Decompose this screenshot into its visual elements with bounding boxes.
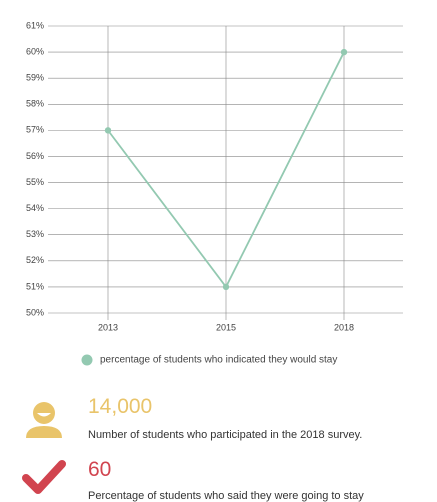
stat-label: Number of students who participated in t… <box>88 429 363 441</box>
stat-value: 14,000 <box>88 395 153 418</box>
y-tick-label: 60% <box>26 46 44 56</box>
x-tick-label: 2013 <box>98 322 118 332</box>
point <box>222 283 230 291</box>
point <box>340 48 348 56</box>
y-tick-label: 59% <box>26 73 44 83</box>
point <box>104 127 112 134</box>
chart: 50% 51% 52% 53% 54% 55% 56% 57% 58% 59% 60% 61% 2013… <box>26 20 403 366</box>
y-tick-label: 54% <box>26 203 44 213</box>
y-tick-label: 58% <box>26 99 44 109</box>
y-tick-label: 55% <box>26 177 44 187</box>
y-tick-label: 57% <box>26 125 44 135</box>
check-mark <box>22 460 66 494</box>
y-tick-label: 51% <box>26 281 44 291</box>
y-tick-label: 61% <box>26 20 44 30</box>
y-tick-label: 53% <box>26 229 44 239</box>
icon-body <box>26 426 62 438</box>
stat-value: 60 <box>88 458 112 481</box>
stat-label: Percentage of students who said they wer… <box>88 490 364 502</box>
y-tick-label: 56% <box>26 151 44 161</box>
x-tick-label: 2018 <box>334 322 354 332</box>
x-tick-label: 2015 <box>216 322 236 332</box>
y-tick-label: 50% <box>26 307 44 317</box>
legend-swatch <box>81 354 93 366</box>
check-icon <box>22 460 66 494</box>
icon-smile <box>37 413 51 417</box>
legend-label: percentage of students who indicated the… <box>100 355 337 366</box>
person-icon <box>26 402 62 438</box>
y-tick-label: 52% <box>26 255 44 265</box>
